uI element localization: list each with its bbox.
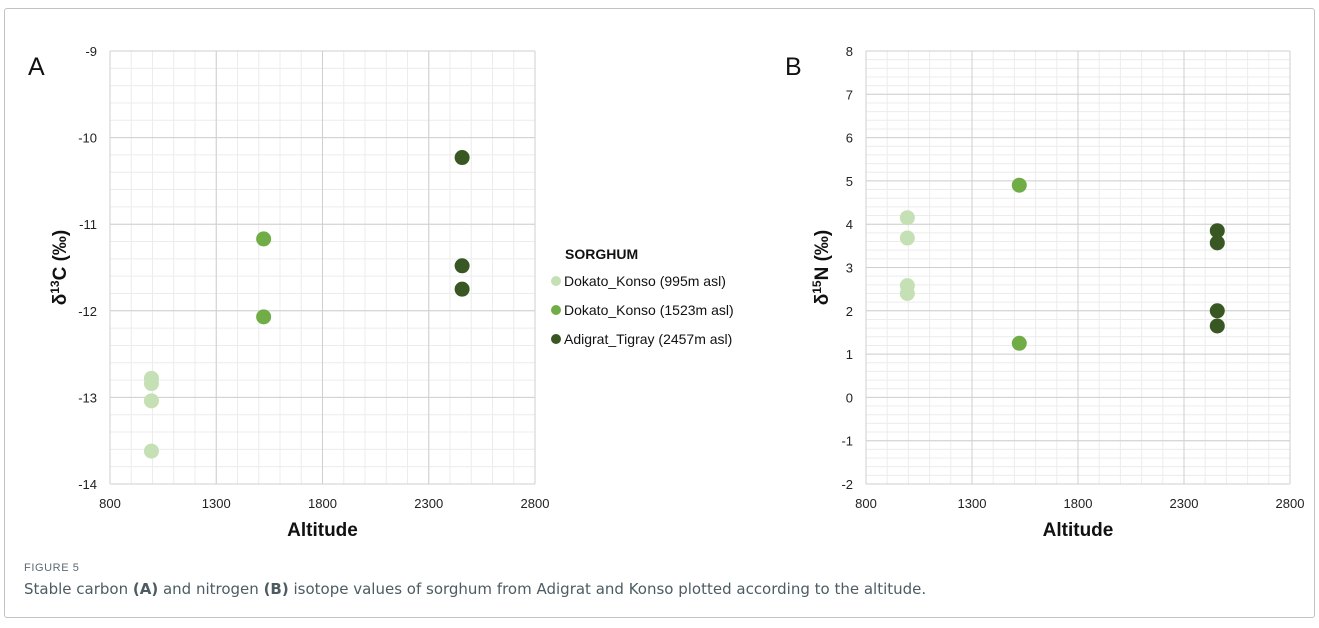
y-tick-label: -14 [78, 477, 97, 492]
legend: SORGHUM Dokato_Konso (995m asl) Dokato_Kon… [551, 246, 734, 347]
y-axis-title-superscript: 13 [48, 280, 62, 294]
figure-label: FIGURE 5 [24, 562, 80, 574]
data-point [143, 376, 159, 392]
legend-marker [551, 305, 561, 315]
x-axis-title: Altitude [287, 520, 358, 541]
caption-bold-b: (B) [263, 580, 289, 598]
y-axis-title-superscript: 15 [810, 280, 824, 294]
figure-frame [4, 8, 1315, 618]
panel-b: 800 1300 1800 2300 2800 -2 -1 0 1 2 3 4 5 6 7 8 Altitude… [785, 44, 1304, 541]
y-axis-title-delta: δ [812, 294, 833, 306]
y-axis-title-delta: δ [50, 294, 71, 306]
y-axis-title: δ13C (‰) [48, 230, 71, 306]
y-tick-label: 6 [846, 131, 853, 146]
x-tick-label: 800 [855, 496, 877, 511]
data-point [1209, 303, 1225, 319]
y-axis-title: δ15N (‰) [810, 230, 833, 306]
data-point [256, 231, 272, 247]
panel-letter: A [28, 53, 45, 81]
figure-caption: Stable carbon (A) and nitrogen (B) isoto… [24, 580, 926, 598]
legend-item-label: Dokato_Konso (1523m asl) [564, 302, 734, 318]
x-tick-label: 1300 [202, 496, 231, 511]
y-tick-label: 1 [846, 347, 853, 362]
y-tick-label: -9 [85, 44, 97, 59]
data-point [1011, 177, 1027, 193]
y-tick-label: 8 [846, 44, 853, 59]
panel-letter: B [785, 53, 802, 81]
y-tick-label: 7 [846, 87, 853, 102]
y-tick-label: -12 [78, 304, 97, 319]
x-tick-label: 2800 [521, 496, 550, 511]
x-tick-label: 2300 [414, 496, 443, 511]
caption-part-3: isotope values of sorghum from Adigrat a… [288, 580, 927, 598]
legend-marker [551, 276, 561, 286]
legend-title: SORGHUM [565, 246, 638, 262]
y-tick-label: -2 [841, 477, 853, 492]
data-point [899, 285, 915, 301]
data-point [454, 150, 470, 166]
y-tick-label: -13 [78, 390, 97, 405]
legend-item-label: Dokato_Konso (995m asl) [564, 273, 726, 289]
y-tick-label: -10 [78, 131, 97, 146]
caption-part-2: and nitrogen [158, 580, 264, 598]
legend-marker [551, 334, 561, 344]
data-point [899, 230, 915, 246]
legend-item-label: Adigrat_Tigray (2457m asl) [564, 331, 732, 347]
data-point [1209, 318, 1225, 334]
data-point [1209, 223, 1225, 239]
data-point [454, 281, 470, 297]
data-point [256, 309, 272, 325]
data-point [143, 393, 159, 409]
y-tick-label: -1 [841, 434, 853, 449]
data-point [1011, 335, 1027, 351]
x-tick-label: 2800 [1276, 496, 1305, 511]
x-tick-label: 1800 [308, 496, 337, 511]
y-axis-title-rest: C (‰) [50, 230, 71, 281]
x-axis-title: Altitude [1043, 520, 1114, 541]
y-tick-label: 5 [846, 174, 853, 189]
y-axis-title-rest: N (‰) [812, 230, 833, 281]
data-point [454, 258, 470, 274]
y-tick-label: 3 [846, 261, 853, 276]
y-tick-label: 4 [846, 217, 853, 232]
y-tick-label: -11 [79, 217, 97, 232]
caption-part-1: Stable carbon [24, 580, 133, 598]
x-tick-label: 1300 [958, 496, 987, 511]
x-tick-label: 1800 [1064, 496, 1093, 511]
y-tick-label: 0 [846, 390, 853, 405]
data-point [143, 443, 159, 459]
panel-a: 800 1300 1800 2300 2800 -14 -13 -12 -11 -10 -9 Alti… [28, 44, 549, 541]
x-tick-label: 2300 [1170, 496, 1199, 511]
y-tick-label: 2 [846, 304, 853, 319]
data-point [899, 210, 915, 226]
data-point [1209, 235, 1225, 251]
x-tick-label: 800 [99, 496, 121, 511]
caption-bold-a: (A) [132, 580, 159, 598]
